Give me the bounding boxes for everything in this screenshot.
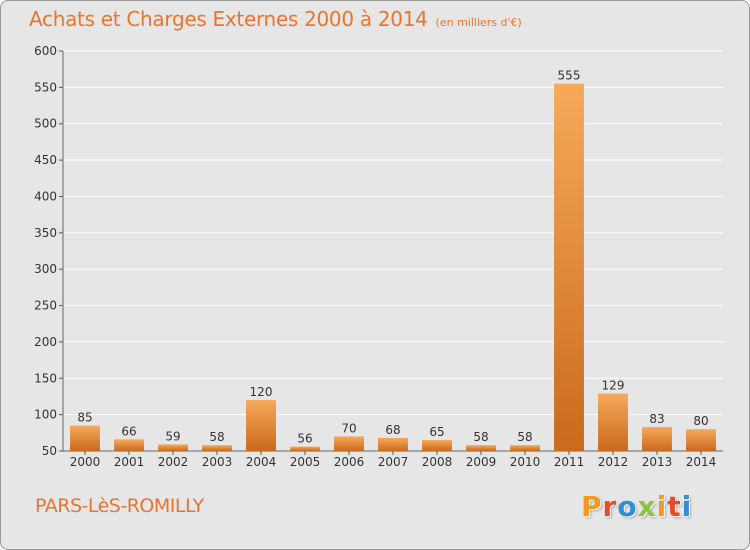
bar-value-label: 555 — [558, 69, 581, 83]
logo-letter: i — [656, 490, 668, 523]
y-tick-label: 350 — [34, 226, 57, 240]
bar — [422, 440, 452, 451]
x-tick-label: 2013 — [642, 455, 673, 469]
x-tick-label: 2008 — [422, 455, 453, 469]
bar — [70, 425, 100, 451]
y-tick-label: 100 — [34, 408, 57, 422]
bar — [290, 446, 320, 451]
bar-value-label: 85 — [77, 411, 92, 425]
x-tick-label: 2010 — [510, 455, 541, 469]
logo-letter: i — [681, 490, 693, 523]
bar-value-label: 68 — [385, 423, 400, 437]
bar-value-label: 80 — [693, 414, 708, 428]
chart-title: Achats et Charges Externes 2000 à 2014 (e… — [29, 7, 522, 31]
bar — [202, 445, 232, 451]
bar — [466, 445, 496, 451]
bar-value-label: 66 — [121, 424, 136, 438]
y-tick-label: 600 — [34, 44, 57, 58]
bar — [554, 83, 584, 452]
x-tick-label: 2009 — [466, 455, 497, 469]
y-tick-label: 50 — [42, 444, 57, 458]
x-tick-label: 2004 — [246, 455, 277, 469]
bar-value-label: 58 — [517, 430, 532, 444]
x-tick-label: 2012 — [598, 455, 629, 469]
y-tick-label: 300 — [34, 262, 57, 276]
bar-value-label: 65 — [429, 425, 444, 439]
y-tick-label: 400 — [34, 189, 57, 203]
x-tick-label: 2014 — [686, 455, 717, 469]
x-tick-label: 2003 — [202, 455, 233, 469]
x-tick-label: 2005 — [290, 455, 321, 469]
y-tick-label: 450 — [34, 153, 57, 167]
bar — [598, 393, 628, 451]
bar — [378, 437, 408, 451]
bar-value-label: 59 — [165, 429, 180, 443]
bar — [642, 427, 672, 451]
bar — [246, 400, 276, 451]
chart-title-text: Achats et Charges Externes 2000 à 2014 — [29, 7, 428, 31]
commune-name: PARS-LèS-ROMILLY — [35, 495, 204, 517]
y-tick-label: 500 — [34, 117, 57, 131]
bar — [158, 444, 188, 451]
x-tick-label: 2000 — [70, 455, 101, 469]
x-tick-label: 2007 — [378, 455, 409, 469]
y-tick-label: 250 — [34, 299, 57, 313]
bar — [510, 445, 540, 451]
logo-letter: P — [581, 490, 603, 523]
bars — [70, 83, 716, 452]
bar-value-label: 70 — [341, 421, 356, 435]
chart-subtitle: (en milliers d'€) — [435, 16, 522, 29]
x-tick-label: 2001 — [114, 455, 145, 469]
bar — [334, 436, 364, 451]
y-tick-label: 150 — [34, 371, 57, 385]
bar — [686, 429, 716, 451]
data-labels: 85 66 59 58 120 56 70 68 65 58 58 555 129 83 80 — [77, 69, 708, 446]
bar-value-label: 56 — [297, 432, 312, 446]
x-tick-label: 2006 — [334, 455, 365, 469]
logo-letter: x — [637, 490, 657, 523]
bar-value-label: 129 — [602, 379, 625, 393]
x-tick-label: 2002 — [158, 455, 189, 469]
y-tick-label: 200 — [34, 335, 57, 349]
x-tick-label: 2011 — [554, 455, 585, 469]
y-tick-label: 550 — [34, 80, 57, 94]
x-tick-labels: 2000 2001 2002 2003 2004 2005 2006 2007 2008 2009… — [70, 455, 717, 469]
proxiti-logo: Proxiti — [581, 490, 692, 523]
bar-value-label: 58 — [473, 430, 488, 444]
logo-letter: r — [602, 490, 618, 523]
logo-letter: o — [617, 490, 638, 523]
bar-value-label: 83 — [649, 412, 664, 426]
logo-letter: t — [667, 490, 682, 523]
bar-value-label: 120 — [250, 385, 273, 399]
bar — [114, 439, 144, 451]
bar-value-label: 58 — [209, 430, 224, 444]
y-tick-labels: 50 100 150 200 250 300 350 400 450 500 550 600 — [34, 44, 57, 458]
